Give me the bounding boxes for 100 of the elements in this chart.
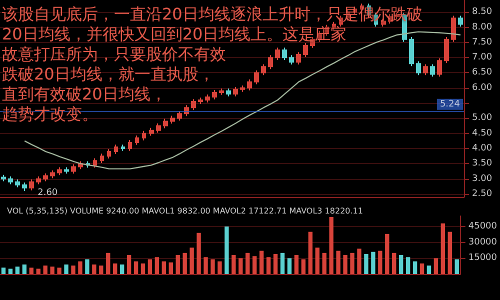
- bar: [57, 268, 62, 274]
- candlestick: [451, 15, 456, 42]
- y-tick-label: 4.00: [472, 144, 492, 154]
- candlestick: [219, 88, 224, 96]
- bar: [15, 266, 20, 274]
- candlestick: [170, 115, 175, 124]
- candlestick: [423, 64, 428, 76]
- candlestick: [36, 176, 41, 185]
- bar: [308, 232, 312, 274]
- annotation: 直到有效破20日均线，: [2, 84, 166, 104]
- bar: [64, 264, 68, 274]
- candlestick: [142, 130, 146, 141]
- bar: [238, 258, 243, 274]
- candlestick: [114, 144, 118, 154]
- y-tick-label: 7.50: [472, 37, 492, 48]
- bar: [266, 257, 271, 274]
- candlestick: [226, 88, 231, 97]
- candlestick: [121, 144, 125, 152]
- bar: [92, 264, 96, 274]
- bar: [343, 255, 348, 274]
- y-tick-label: 7.00: [472, 52, 492, 63]
- candlestick: [254, 70, 259, 85]
- bar: [392, 252, 396, 274]
- candlestick: [205, 94, 210, 103]
- candlestick: [416, 60, 421, 76]
- candlestick: [191, 98, 196, 111]
- candlestick: [275, 47, 280, 61]
- bar: [204, 257, 208, 274]
- bar: [385, 234, 390, 274]
- candlestick: [71, 164, 76, 174]
- y-tick-label: 8.50: [472, 7, 492, 18]
- bar: [85, 259, 90, 274]
- ref-line-label: 5.24: [440, 99, 460, 110]
- candlestick: [261, 64, 266, 76]
- candlestick: [43, 172, 48, 182]
- bar: [246, 252, 250, 274]
- candlestick: [409, 36, 414, 67]
- candlestick: [444, 36, 449, 64]
- bar: [126, 255, 132, 274]
- bar: [434, 258, 438, 274]
- bar: [218, 261, 222, 274]
- candlestick: [15, 178, 20, 188]
- candlestick: [296, 52, 301, 66]
- bar: [426, 266, 432, 274]
- bar: [162, 261, 166, 274]
- chart-title: VOL (5,35,135) VOLUME 9240.00 MAVOL1 9832.00 MAVOL2 17122.71 MAVOL3 18220.11: [7, 206, 363, 216]
- y-tick-label: 30000: [468, 237, 498, 248]
- candlestick: [303, 42, 308, 58]
- candlestick: [57, 166, 62, 176]
- bar: [140, 263, 146, 274]
- candlestick: [233, 86, 238, 97]
- candlestick: [240, 84, 245, 92]
- bar: [29, 268, 34, 274]
- bar: [398, 255, 404, 274]
- bar: [176, 255, 180, 274]
- bar: [273, 254, 278, 274]
- y-tick-label: 4.50: [472, 128, 492, 138]
- bar: [50, 266, 54, 274]
- candlestick: [128, 140, 132, 152]
- bar: [259, 250, 264, 274]
- candlestick: [93, 158, 97, 168]
- bar: [412, 261, 418, 274]
- bar: [182, 252, 187, 274]
- bar: [134, 261, 138, 274]
- bar: [350, 252, 354, 274]
- annotation: 跌破20日均线，就一直执股，: [2, 64, 214, 84]
- y-tick-label: 3.50: [472, 158, 492, 169]
- y-tick-label: 15000: [468, 253, 498, 264]
- bar: [113, 263, 118, 274]
- bar: [322, 252, 326, 274]
- candlestick: [198, 97, 203, 104]
- candlestick: [107, 148, 111, 160]
- bar: [329, 217, 334, 274]
- candlestick: [135, 134, 139, 146]
- bar: [78, 261, 82, 274]
- bar: [294, 255, 299, 274]
- bar: [148, 259, 152, 274]
- bar: [336, 250, 340, 274]
- bar: [154, 257, 160, 274]
- y-tick-label: 8.00: [472, 22, 492, 32]
- bar: [357, 248, 362, 274]
- candlestick: [156, 122, 161, 134]
- bar: [71, 266, 76, 274]
- bar: [190, 248, 194, 274]
- y-tick-label: 6.50: [472, 68, 492, 78]
- candlestick: [163, 118, 168, 129]
- bar: [454, 259, 459, 274]
- bar: [371, 252, 376, 274]
- candlestick: [50, 170, 55, 179]
- y-tick-label: 3.00: [472, 174, 492, 184]
- bar: [448, 232, 452, 274]
- bar: [43, 266, 48, 274]
- candlestick: [100, 153, 104, 164]
- annotation: 故意打压所为，只要股价不有效: [2, 44, 226, 64]
- y-tick-label: 2.50: [472, 188, 492, 199]
- candlestick: [1, 174, 6, 182]
- candlestick: [437, 58, 442, 78]
- bar: [406, 257, 410, 274]
- candlestick: [458, 15, 463, 28]
- bar: [287, 258, 292, 274]
